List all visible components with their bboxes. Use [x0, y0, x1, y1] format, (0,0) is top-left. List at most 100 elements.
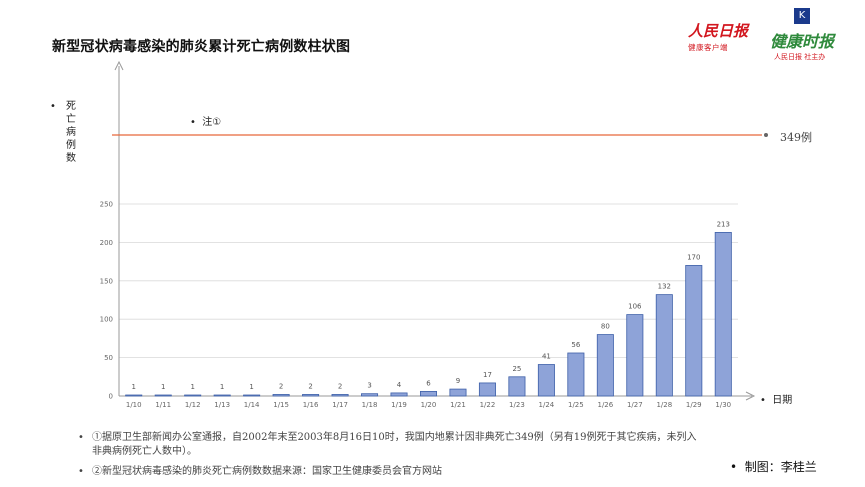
- x-tick-label: 1/15: [273, 401, 289, 409]
- chart-credit-text: 制图：李桂兰: [744, 460, 817, 474]
- bullet-icon: •: [78, 466, 84, 477]
- data-label: 4: [397, 381, 402, 389]
- data-label: 2: [279, 382, 283, 390]
- label-layer: 0 50 100 150 200 250 1 1/10 1 1/11 1 1/12 1 1/13 1 1/14…: [100, 201, 732, 410]
- data-label: 1: [190, 383, 194, 391]
- bar: [361, 393, 379, 397]
- x-tick-label: 1/25: [568, 401, 584, 409]
- x-tick-label: 1/20: [421, 401, 437, 409]
- reference-line-label: 349例: [780, 129, 812, 145]
- x-tick-label: 1/18: [362, 401, 378, 409]
- y-tick-label: 200: [100, 239, 113, 247]
- bar: [655, 294, 673, 397]
- data-label: 170: [687, 253, 700, 261]
- bar: [685, 265, 703, 397]
- data-label: 132: [658, 283, 671, 291]
- data-label: 106: [628, 303, 642, 311]
- bullet-icon: •: [50, 101, 56, 112]
- data-label: 3: [367, 382, 371, 390]
- data-label: 213: [717, 220, 730, 228]
- bar-layer: [125, 232, 732, 397]
- bar: [272, 394, 290, 397]
- bar: [508, 376, 526, 397]
- note-marker-text: 注①: [202, 117, 222, 128]
- data-label: 1: [249, 383, 253, 391]
- y-tick-label: 150: [100, 277, 113, 285]
- bullet-icon: •: [78, 432, 84, 443]
- footnote-1-text: ①据原卫生部新闻办公室通报，自2002年末至2003年8月16日10时，我国内地…: [92, 432, 697, 457]
- y-tick-label: 0: [109, 393, 113, 401]
- bar: [302, 394, 320, 397]
- bar: [184, 394, 202, 397]
- x-axis-arrow-icon: [745, 391, 756, 401]
- note-marker: • 注①: [190, 113, 221, 128]
- bullet-icon: •: [760, 395, 766, 406]
- bar: [567, 352, 585, 397]
- data-label: 17: [483, 371, 492, 379]
- x-tick-label: 1/16: [303, 401, 319, 409]
- data-label: 56: [571, 341, 580, 349]
- data-label: 1: [132, 383, 136, 391]
- health-times-logo: K 健康时报 人民日报 社主办: [770, 8, 840, 68]
- health-times-logo-text: 健康时报: [770, 32, 835, 51]
- footnotes: • ①据原卫生部新闻办公室通报，自2002年末至2003年8月16日10时，我国…: [78, 431, 702, 479]
- x-axis-label: • 日期: [760, 391, 792, 406]
- bar: [390, 392, 408, 397]
- x-tick-label: 1/12: [185, 401, 201, 409]
- y-tick-label: 100: [100, 316, 113, 324]
- bar: [125, 394, 143, 397]
- bar: [154, 394, 172, 397]
- data-label: 41: [542, 353, 551, 361]
- y-axis-label-text: 死亡病例数: [66, 101, 76, 164]
- x-tick-label: 1/14: [244, 401, 260, 409]
- y-axis-arrow-icon: [114, 60, 124, 71]
- x-tick-label: 1/21: [450, 401, 466, 409]
- y-tick-label: 50: [104, 354, 113, 362]
- bar: [626, 314, 644, 397]
- y-tick-label: 250: [100, 201, 113, 209]
- x-axis-label-text: 日期: [772, 395, 793, 406]
- data-label: 2: [308, 382, 312, 390]
- bullet-icon: •: [730, 460, 738, 474]
- bar: [243, 394, 261, 397]
- data-label: 2: [338, 382, 342, 390]
- x-tick-label: 1/23: [509, 401, 525, 409]
- data-label: 1: [220, 383, 224, 391]
- x-tick-label: 1/10: [126, 401, 142, 409]
- footnote-1: • ①据原卫生部新闻办公室通报，自2002年末至2003年8月16日10时，我国…: [78, 431, 702, 459]
- x-tick-label: 1/27: [627, 401, 643, 409]
- bar: [596, 334, 614, 397]
- x-tick-label: 1/29: [686, 401, 702, 409]
- x-tick-label: 1/17: [332, 401, 348, 409]
- bar: [714, 232, 732, 397]
- reference-line-label-text: 349例: [780, 131, 812, 144]
- bar: [449, 388, 467, 397]
- health-times-mark-icon: K: [794, 8, 810, 24]
- bar: [419, 390, 438, 397]
- bar: [478, 382, 496, 397]
- bullet-icon: •: [190, 117, 196, 128]
- health-times-logo-subtext: 人民日报 社主办: [774, 53, 826, 61]
- x-tick-label: 1/22: [480, 401, 496, 409]
- chart-title: 新型冠状病毒感染的肺炎累计死亡病例数柱状图: [52, 39, 351, 55]
- footnote-2: • ②新型冠状病毒感染的肺炎死亡病例数数据来源：国家卫生健康委员会官方网站: [78, 465, 702, 479]
- data-label: 6: [426, 379, 431, 387]
- data-label: 80: [601, 323, 610, 331]
- data-label: 25: [512, 365, 521, 373]
- x-tick-label: 1/19: [391, 401, 407, 409]
- x-tick-label: 1/26: [597, 401, 613, 409]
- bar: [213, 394, 231, 397]
- data-label: 1: [161, 383, 165, 391]
- reference-line-dot-icon: [764, 133, 768, 137]
- grid-layer: [119, 203, 738, 359]
- people-daily-logo-subtext: 健康客户端: [688, 43, 728, 52]
- people-daily-logo-text: 人民日报: [688, 22, 749, 40]
- bar: [537, 364, 555, 397]
- x-tick-label: 1/30: [715, 401, 731, 409]
- x-tick-label: 1/24: [539, 401, 555, 409]
- x-tick-label: 1/28: [656, 401, 672, 409]
- chart-credit: • 制图：李桂兰: [730, 458, 817, 475]
- data-label: 9: [456, 377, 460, 385]
- x-tick-label: 1/11: [155, 401, 171, 409]
